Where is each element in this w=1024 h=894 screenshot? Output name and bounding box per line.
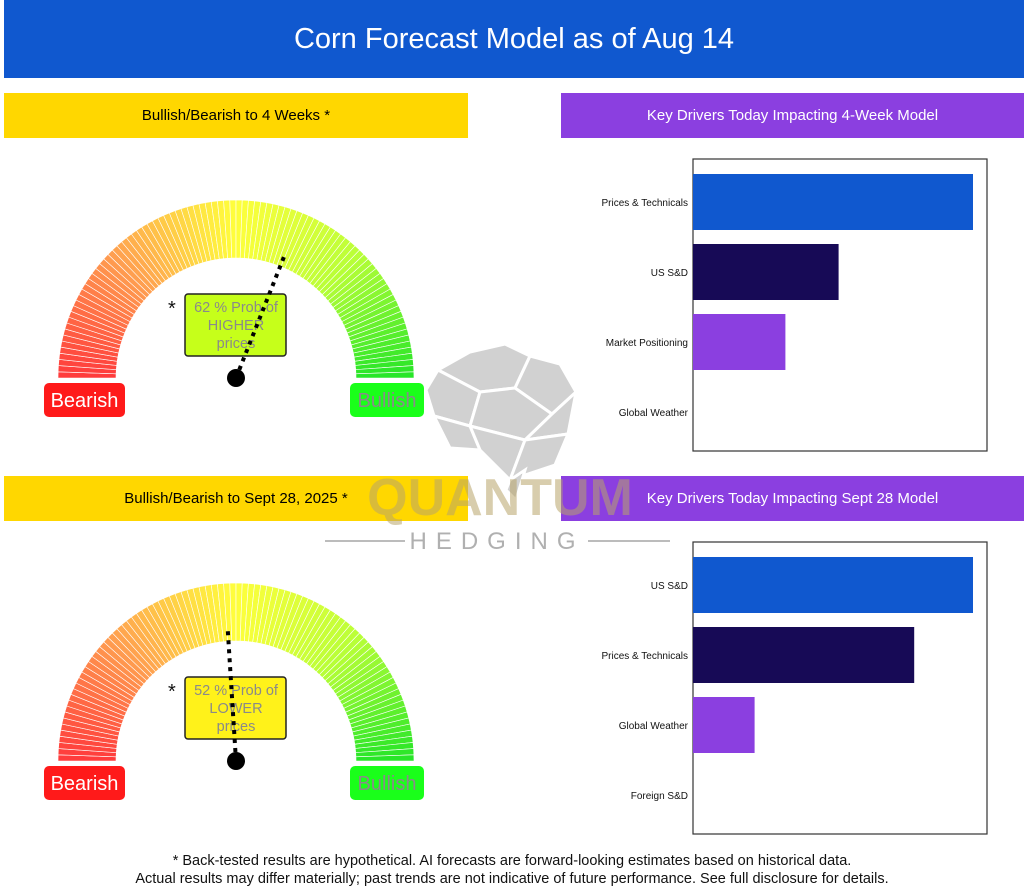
disclaimer-line-1: * Back-tested results are hypothetical. …: [172, 853, 852, 869]
probability-line: 62 % Prob of: [194, 300, 279, 316]
asterisk: *: [168, 681, 176, 703]
driver-bar: [693, 557, 973, 613]
driver-label: US S&D: [651, 581, 688, 592]
svg-text:Bearish: Bearish: [51, 390, 119, 412]
probability-line: prices: [217, 336, 256, 352]
driver-label: Prices & Technicals: [601, 651, 688, 662]
driver-bar: [693, 244, 839, 300]
bullish-label: Bullish: [350, 383, 424, 417]
driver-label: Foreign S&D: [631, 791, 688, 802]
driver-label: US S&D: [651, 268, 688, 279]
drivers1-title: Key Drivers Today Impacting 4-Week Model: [561, 93, 1024, 138]
probability-line: HIGHER: [208, 318, 264, 334]
svg-text:Bullish: Bullish: [358, 773, 417, 795]
svg-text:Bullish: Bullish: [358, 390, 417, 412]
bearish-label: Bearish: [44, 766, 125, 800]
driver-bar: [693, 627, 915, 683]
asterisk: *: [168, 298, 176, 320]
probability-box: 52 % Prob of LOWER prices: [184, 676, 287, 740]
drivers-chart-4-week: Prices & Technicals US S&D Market Position…: [601, 158, 988, 452]
watermark-sub: HEDGING: [409, 528, 584, 555]
probability-box: 62 % Prob of HIGHER prices: [184, 293, 287, 357]
bullish-label: Bullish: [350, 766, 424, 800]
driver-label: Global Weather: [619, 408, 689, 419]
probability-line: prices: [217, 719, 256, 735]
bearish-label: Bearish: [44, 383, 125, 417]
driver-bar: [693, 174, 973, 230]
driver-bar: [693, 314, 786, 370]
page-title: Corn Forecast Model as of Aug 14: [4, 0, 1024, 78]
drivers-chart-sept-28: US S&D Prices & Technicals Global Weather F…: [601, 541, 988, 835]
gauge-sept-28: Bearish Bullish 52 % Prob of LOWER prices *: [44, 582, 424, 800]
driver-bar: [693, 697, 755, 753]
driver-label: Global Weather: [619, 721, 689, 732]
gauge-arc: [57, 199, 415, 379]
gauge-arc: [57, 582, 415, 762]
gauge-needle: [227, 254, 287, 387]
probability-line: 52 % Prob of: [194, 683, 279, 699]
gauge-4-week: Bearish Bullish 62 % Prob of HIGHER prices *: [44, 199, 424, 417]
drivers2-title: Key Drivers Today Impacting Sept 28 Mode…: [561, 476, 1024, 521]
gauge2-title: Bullish/Bearish to Sept 28, 2025 *: [4, 476, 468, 521]
disclaimer-line-2: Actual results may differ materially; pa…: [135, 871, 889, 887]
gauge1-title: Bullish/Bearish to 4 Weeks *: [4, 93, 468, 138]
svg-text:Bearish: Bearish: [51, 773, 119, 795]
disclaimer: * Back-tested results are hypothetical. …: [0, 852, 1024, 888]
probability-line: LOWER: [209, 701, 262, 717]
driver-label: Prices & Technicals: [601, 198, 688, 209]
driver-label: Market Positioning: [606, 338, 688, 349]
